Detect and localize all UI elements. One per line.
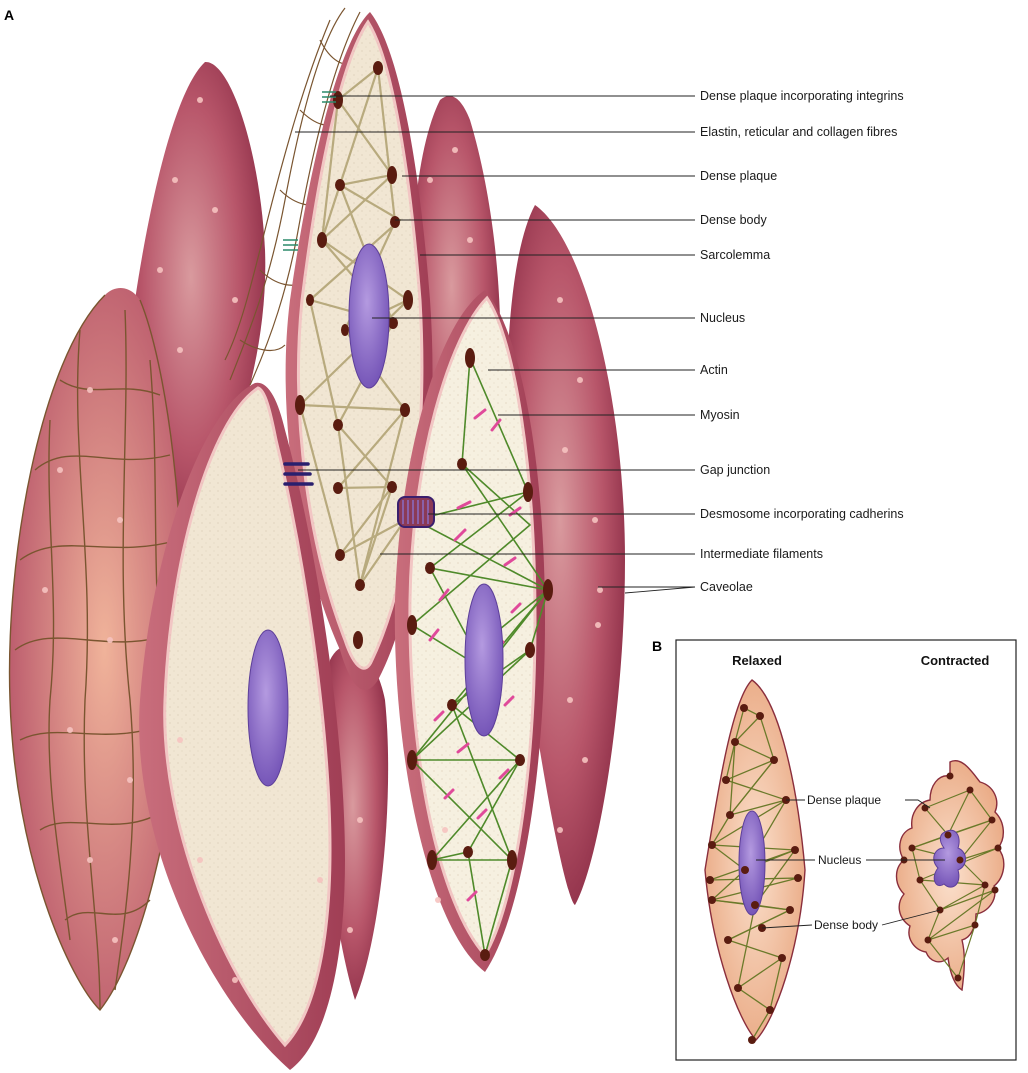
front-left-cell [139, 382, 345, 1070]
b-label-dense-body: Dense body [814, 918, 878, 932]
panel-b-labels: Dense plaque Nucleus Dense body [807, 793, 881, 932]
label-myosin: Myosin [700, 408, 740, 422]
central-nucleus [348, 243, 390, 389]
panel-a-letter: A [4, 7, 14, 23]
right-dense-bodies [407, 348, 553, 961]
label-dense-plaque: Dense plaque [700, 169, 777, 183]
right-nucleus [464, 583, 504, 737]
contracted-nucleus [933, 829, 966, 888]
label-intermediate-filaments: Intermediate filaments [700, 547, 823, 561]
panel-b-leaders [756, 799, 945, 929]
front-left-nucleus [247, 629, 289, 787]
back-cell-right [506, 205, 625, 905]
relaxed-heading: Relaxed [732, 653, 782, 668]
label-dense-body: Dense body [700, 213, 767, 227]
label-caveolae: Caveolae [700, 580, 753, 594]
panel-a-leaders [295, 95, 696, 594]
elastin-fibres-top [224, 7, 361, 386]
right-cell [394, 290, 553, 972]
label-sarcolemma: Sarcolemma [700, 248, 770, 262]
b-label-dense-plaque: Dense plaque [807, 793, 881, 807]
desmosome [397, 496, 435, 528]
caveolae-dots [42, 97, 603, 983]
label-elastin-fibres: Elastin, reticular and collagen fibres [700, 125, 897, 139]
b-label-nucleus: Nucleus [818, 853, 861, 867]
label-dense-plaque-integrins: Dense plaque incorporating integrins [700, 89, 904, 103]
central-cell [283, 12, 433, 690]
label-nucleus: Nucleus [700, 311, 745, 325]
contracted-cell [895, 760, 1005, 992]
relaxed-dense-bodies [706, 704, 802, 1044]
relaxed-nucleus [738, 810, 766, 916]
integrin-plaques [283, 91, 336, 251]
panel-a-labels: Dense plaque incorporating integrins Ela… [700, 89, 904, 594]
label-desmosome: Desmosome incorporating cadherins [700, 507, 904, 521]
contracted-dense-bodies [900, 772, 1002, 982]
label-gap-junction: Gap junction [700, 463, 770, 477]
label-actin: Actin [700, 363, 728, 377]
gap-junction [283, 462, 314, 486]
relaxed-cell [704, 679, 806, 1044]
contracted-heading: Contracted [921, 653, 990, 668]
panel-b-letter: B [652, 638, 662, 654]
